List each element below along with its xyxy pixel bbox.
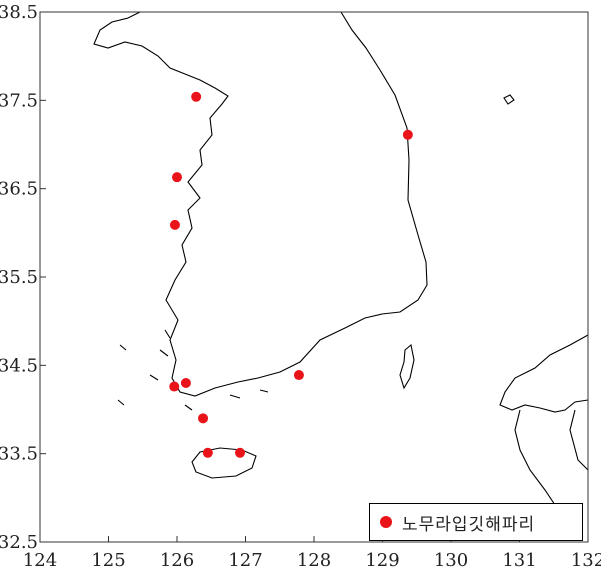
y-tick-label: 37.5: [0, 90, 38, 111]
observation-point: [235, 447, 246, 458]
korea-coastline: [93, 11, 428, 397]
y-tick-label: 38.5: [0, 2, 38, 23]
legend: 노무라입깃해파리: [369, 503, 583, 541]
observation-point: [198, 413, 209, 424]
y-tick-label: 34.5: [0, 355, 38, 376]
plot-frame: [39, 11, 589, 543]
x-tick-label: 132: [571, 550, 601, 571]
coastlines: [93, 11, 589, 536]
observation-points: [169, 91, 413, 458]
observation-point: [191, 91, 202, 102]
x-tick-label: 125: [91, 550, 125, 571]
observation-point: [172, 172, 182, 183]
x-tick-label: 127: [228, 550, 262, 571]
observation-point: [180, 378, 191, 388]
ulleungdo-coastline: [503, 94, 515, 105]
y-tick-label: 32.5: [0, 532, 38, 553]
observation-point: [202, 447, 213, 458]
observation-point: [169, 381, 180, 392]
x-tick-label: 126: [160, 550, 194, 571]
tsushima-coastline: [399, 343, 415, 390]
southwest-islands: [117, 329, 269, 411]
observation-point: [169, 219, 180, 230]
observation-point: [402, 129, 413, 140]
jeju-coastline: [191, 447, 257, 479]
observation-point: [293, 370, 304, 381]
x-tick-label: 129: [365, 550, 399, 571]
x-tick-label: 124: [23, 550, 57, 571]
x-tick-label: 130: [434, 550, 468, 571]
y-tick-label: 36.5: [0, 179, 38, 200]
y-tick-label: 33.5: [0, 444, 38, 465]
legend-label: 노무라입깃해파리: [402, 514, 536, 535]
legend-marker-icon: [380, 516, 392, 528]
x-tick-label: 131: [502, 550, 536, 571]
y-tick-label: 35.5: [0, 267, 38, 288]
x-tick-label: 128: [297, 550, 331, 571]
